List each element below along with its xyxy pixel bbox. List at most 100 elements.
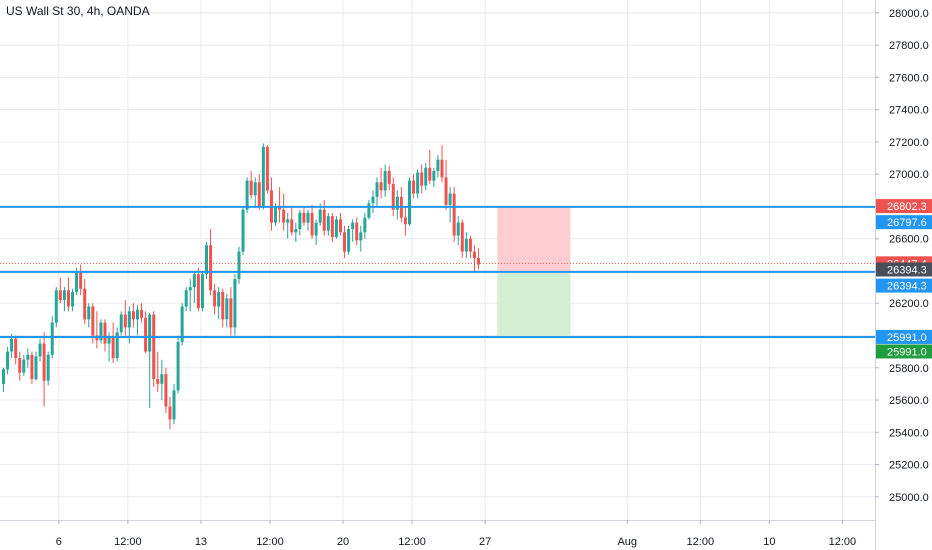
candle-body[interactable] [448,193,452,205]
candle-body[interactable] [144,317,148,352]
candle-body[interactable] [245,180,249,210]
candle-body[interactable] [355,222,359,241]
candle-body[interactable] [428,167,432,181]
candle-body[interactable] [375,182,379,197]
candle-body[interactable] [424,167,428,186]
candle-body[interactable] [351,222,355,230]
candle-body[interactable] [127,311,131,328]
candle-body[interactable] [306,212,310,223]
candle-body[interactable] [302,212,306,223]
candle-body[interactable] [160,374,164,384]
candle-body[interactable] [477,258,481,265]
candle-body[interactable] [172,390,176,420]
candle-body[interactable] [472,251,476,259]
candle-body[interactable] [257,182,261,207]
candle-body[interactable] [322,209,326,231]
candle-body[interactable] [50,322,54,355]
candle-body[interactable] [241,209,245,252]
candle-body[interactable] [330,216,334,238]
candle-body[interactable] [79,270,83,289]
candle-body[interactable] [66,290,70,307]
candle-body[interactable] [343,232,347,252]
candle-body[interactable] [26,354,30,360]
candle-body[interactable] [310,212,314,236]
candle-body[interactable] [432,170,436,181]
candle-body[interactable] [62,290,66,301]
candle-body[interactable] [10,338,14,352]
candle-body[interactable] [338,219,342,233]
candle-body[interactable] [290,219,294,233]
candle-body[interactable] [391,183,395,210]
candle-body[interactable] [152,314,156,380]
candle-body[interactable] [403,217,407,225]
candle-body[interactable] [103,322,107,344]
candle-body[interactable] [71,291,75,307]
candle-body[interactable] [176,341,180,391]
candle-body[interactable] [274,206,278,223]
candle-body[interactable] [6,351,10,370]
candle-body[interactable] [2,369,5,384]
candle-body[interactable] [408,180,411,225]
candle-body[interactable] [164,374,168,407]
candle-body[interactable] [468,238,472,252]
candle-body[interactable] [249,180,253,196]
stop-loss-zone[interactable] [497,206,571,272]
candle-body[interactable] [87,306,91,320]
candle-body[interactable] [334,219,338,238]
candle-body[interactable] [123,314,127,328]
candle-body[interactable] [22,359,26,373]
candle-body[interactable] [217,291,221,307]
candle-body[interactable] [58,290,62,301]
candle-body[interactable] [42,343,46,381]
candle-body[interactable] [168,406,172,420]
candle-body[interactable] [363,217,367,233]
candle-body[interactable] [294,229,298,233]
candle-body[interactable] [30,354,34,380]
candle-body[interactable] [184,290,188,307]
candle-body[interactable] [196,274,200,309]
candle-body[interactable] [205,245,208,275]
candle-body[interactable] [416,172,420,194]
candle-body[interactable] [99,322,103,341]
candle-body[interactable] [46,354,50,381]
candle-body[interactable] [229,298,233,328]
candle-body[interactable] [119,314,123,333]
candle-body[interactable] [379,182,383,191]
candle-body[interactable] [225,298,229,320]
candle-body[interactable] [253,182,257,196]
candle-body[interactable] [221,291,225,320]
candle-body[interactable] [278,206,282,210]
candle-body[interactable] [200,274,204,309]
candle-body[interactable] [436,159,440,171]
candle-body[interactable] [237,251,241,280]
candle-body[interactable] [34,356,38,380]
candle-body[interactable] [209,245,213,291]
candle-body[interactable] [318,209,322,223]
candle-body[interactable] [420,172,424,186]
candle-body[interactable] [131,311,135,320]
candle-body[interactable] [452,193,456,236]
candle-body[interactable] [387,170,391,184]
candle-body[interactable] [115,332,119,359]
candle-body[interactable] [326,216,330,231]
candle-body[interactable] [395,196,399,210]
candle-body[interactable] [298,212,302,230]
candle-body[interactable] [383,170,387,191]
candle-body[interactable] [444,177,448,205]
candle-body[interactable] [261,146,265,207]
candle-body[interactable] [14,338,18,359]
candle-body[interactable] [367,203,371,218]
candle-body[interactable] [75,270,79,292]
candle-body[interactable] [412,180,416,194]
candle-body[interactable] [140,309,144,318]
take-profit-zone[interactable] [497,271,571,337]
candle-body[interactable] [282,209,286,223]
candle-body[interactable] [18,358,22,373]
candle-body[interactable] [156,379,160,384]
candle-body[interactable] [359,232,363,241]
candle-body[interactable] [54,290,58,323]
candle-body[interactable] [91,306,95,336]
candle-body[interactable] [135,309,139,320]
